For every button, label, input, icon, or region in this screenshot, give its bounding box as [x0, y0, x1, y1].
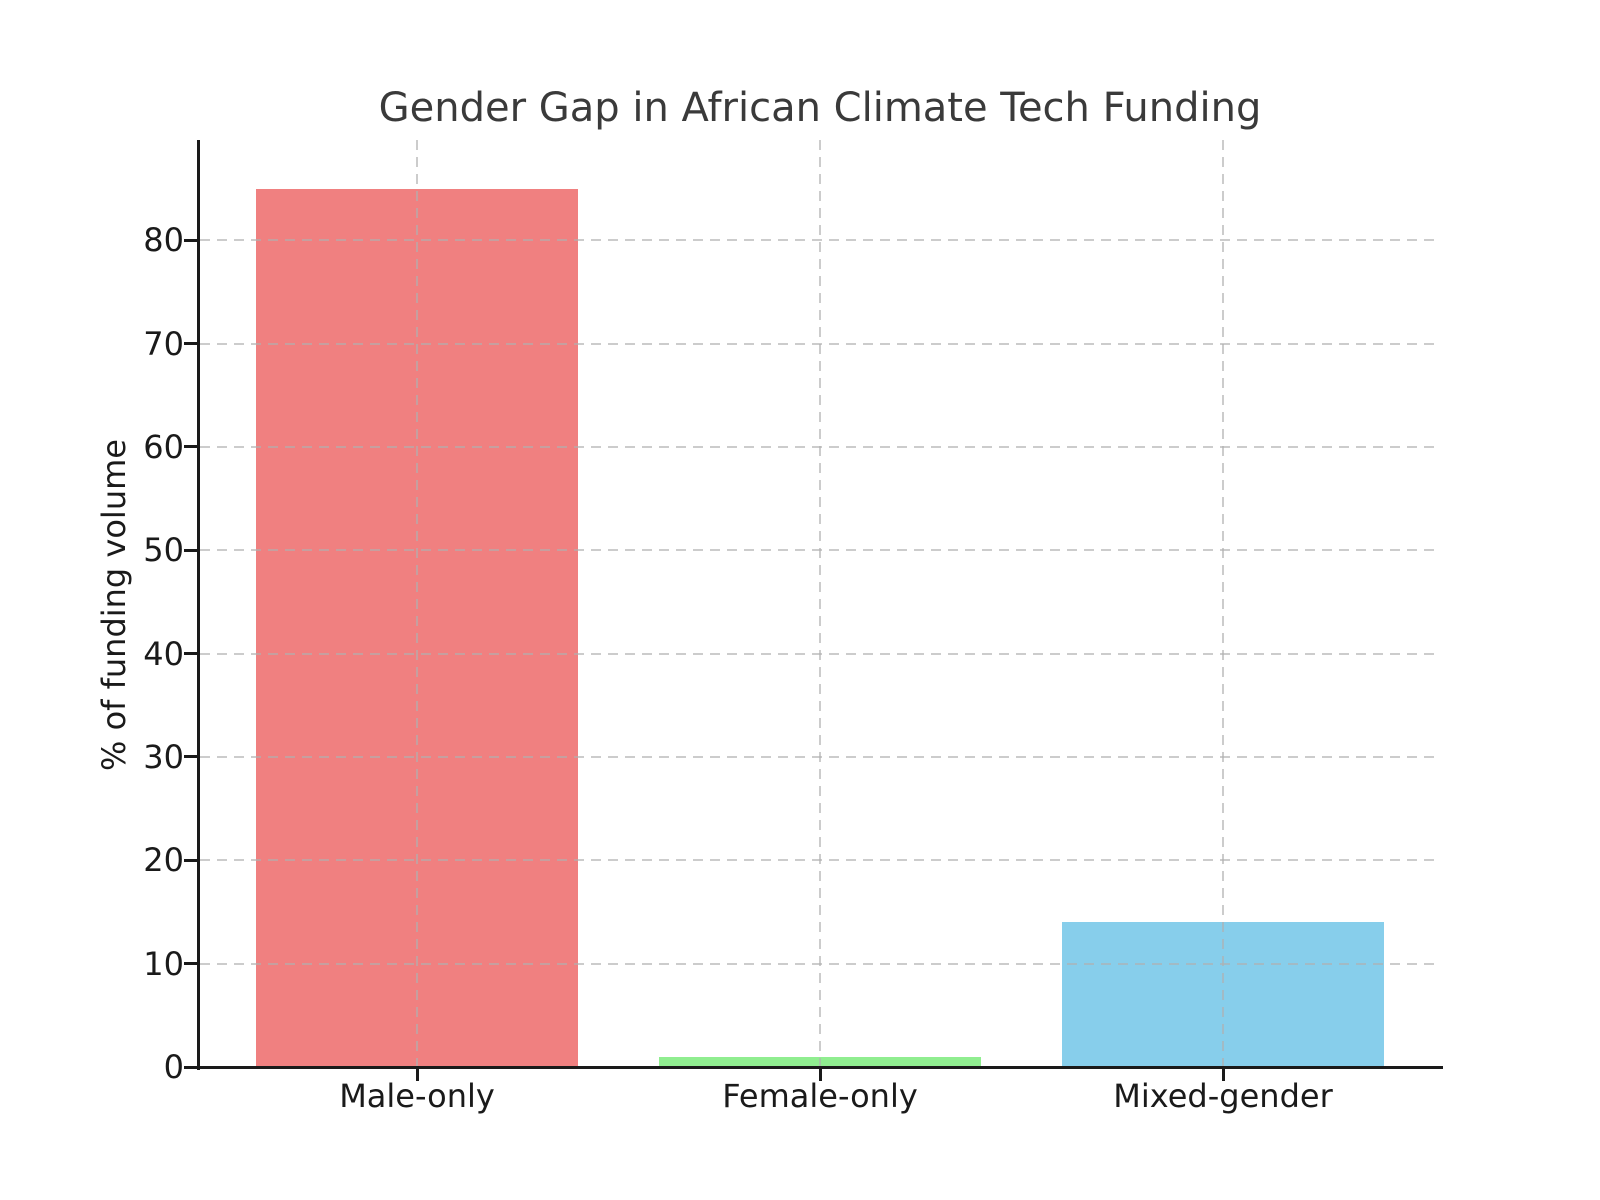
- x-tick-label: Mixed-gender: [1113, 1077, 1333, 1115]
- gridlines-layer: [200, 140, 1440, 1067]
- gridline-horizontal: [200, 755, 1440, 758]
- gridline-vertical: [819, 140, 821, 1067]
- y-tick-mark: [184, 1065, 198, 1069]
- y-tick-label: 20: [143, 841, 184, 880]
- chart-title: Gender Gap in African Climate Tech Fundi…: [378, 85, 1262, 131]
- y-tick-mark: [184, 445, 198, 449]
- y-tick-mark: [184, 342, 198, 346]
- gridline-vertical: [416, 140, 418, 1067]
- y-tick-mark: [184, 548, 198, 552]
- gridline-horizontal: [200, 859, 1440, 862]
- y-axis-spine: [197, 140, 200, 1070]
- y-tick-label: 40: [143, 634, 184, 673]
- x-tick-label: Male-only: [339, 1077, 495, 1115]
- x-tick-mark: [818, 1067, 822, 1081]
- gridline-horizontal: [200, 239, 1440, 242]
- gridline-horizontal: [200, 445, 1440, 448]
- y-tick-label: 30: [143, 737, 184, 776]
- y-tick-mark: [184, 962, 198, 966]
- y-tick-mark: [184, 238, 198, 242]
- y-tick-label: 60: [143, 427, 184, 466]
- gridline-horizontal: [200, 652, 1440, 655]
- y-tick-label: 10: [143, 944, 184, 983]
- gridline-horizontal: [200, 962, 1440, 965]
- y-tick-mark: [184, 858, 198, 862]
- x-tick-label: Female-only: [722, 1077, 918, 1115]
- x-tick-mark: [1221, 1067, 1225, 1081]
- y-tick-label: 70: [143, 324, 184, 363]
- gridline-vertical: [1222, 140, 1224, 1067]
- x-tick-mark: [415, 1067, 419, 1081]
- y-tick-mark: [184, 652, 198, 656]
- y-tick-label: 80: [143, 221, 184, 260]
- gridline-horizontal: [200, 549, 1440, 552]
- y-tick-label: 50: [143, 531, 184, 570]
- y-tick-label: 0: [163, 1048, 184, 1086]
- y-tick-mark: [184, 755, 198, 759]
- gridline-horizontal: [200, 342, 1440, 345]
- plot-area: [200, 140, 1440, 1067]
